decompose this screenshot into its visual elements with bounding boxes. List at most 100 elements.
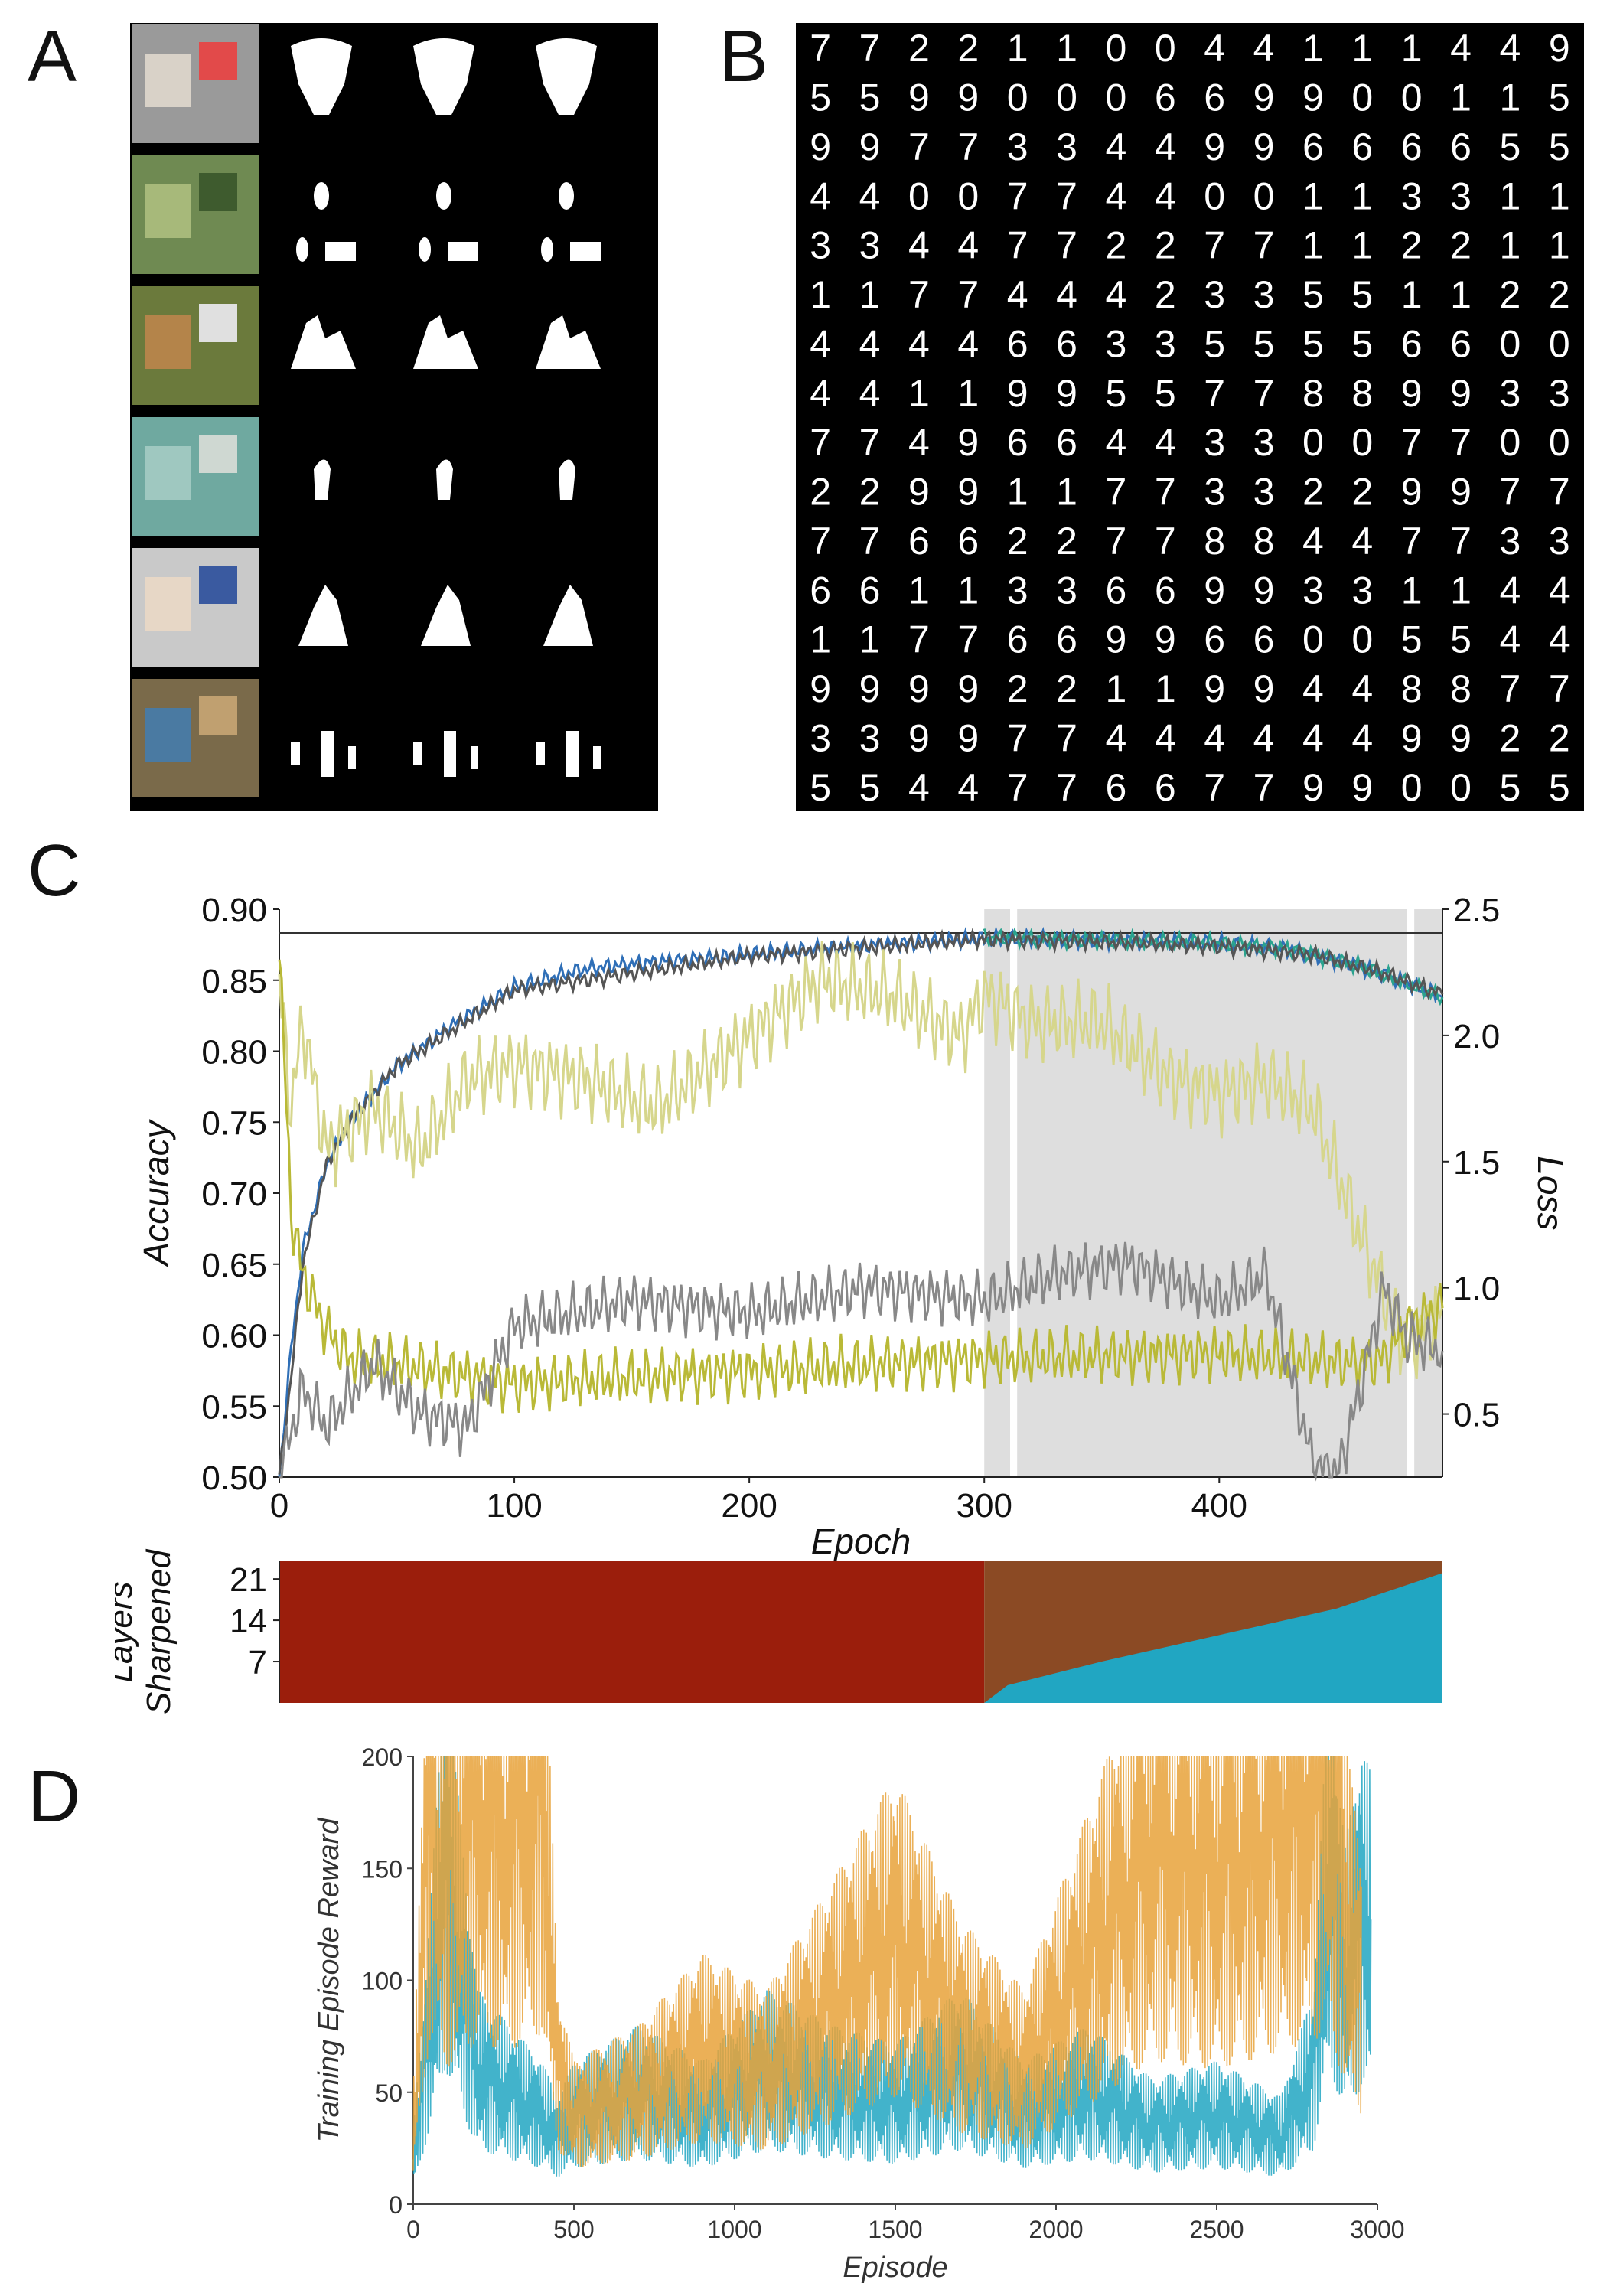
series-line bbox=[279, 1241, 1444, 1482]
silhouette bbox=[413, 38, 474, 115]
digit-glyph: 7 bbox=[1500, 667, 1521, 710]
digit-glyph: 3 bbox=[1253, 421, 1275, 464]
silhouette bbox=[448, 242, 478, 261]
digit-glyph: 1 bbox=[1500, 224, 1521, 267]
silhouette bbox=[413, 742, 422, 765]
digit-glyph: 9 bbox=[1450, 716, 1472, 759]
digit-glyph: 6 bbox=[1007, 322, 1028, 365]
digit-glyph: 6 bbox=[908, 520, 930, 563]
y-tick-label: 0 bbox=[389, 2191, 403, 2219]
digit-glyph: 3 bbox=[1351, 569, 1373, 612]
silhouette bbox=[314, 182, 329, 210]
digit-glyph: 5 bbox=[810, 766, 831, 809]
digit-glyph: 9 bbox=[810, 667, 831, 710]
digit-glyph: 4 bbox=[1007, 273, 1028, 316]
reward-series bbox=[412, 1756, 1362, 2171]
x-tick-label: 3000 bbox=[1350, 2216, 1404, 2243]
silhouette bbox=[413, 315, 478, 369]
silhouette bbox=[291, 742, 300, 765]
digit-glyph: 7 bbox=[1253, 372, 1275, 415]
x-axis-label: Epoch bbox=[811, 1521, 911, 1561]
panel-letter-d: D bbox=[28, 1756, 81, 1838]
digit-glyph: 3 bbox=[810, 716, 831, 759]
digit-glyph: 0 bbox=[1549, 322, 1570, 365]
digit-glyph: 0 bbox=[1302, 421, 1324, 464]
digit-glyph: 9 bbox=[1351, 766, 1373, 809]
silhouette bbox=[444, 731, 456, 777]
digit-glyph: 4 bbox=[1155, 126, 1176, 168]
digit-glyph: 1 bbox=[1106, 667, 1127, 710]
digit-glyph: 7 bbox=[810, 27, 831, 70]
digit-glyph: 5 bbox=[1450, 618, 1472, 661]
digit-glyph: 7 bbox=[1500, 471, 1521, 514]
digit-glyph: 1 bbox=[1302, 224, 1324, 267]
digit-glyph: 8 bbox=[1253, 520, 1275, 563]
shaded-region bbox=[1414, 909, 1442, 1477]
digit-glyph: 4 bbox=[1500, 27, 1521, 70]
digit-glyph: 4 bbox=[1302, 520, 1324, 563]
silhouette bbox=[436, 182, 451, 210]
y-tick-label: 0.85 bbox=[201, 963, 267, 1000]
panel-letter-b: B bbox=[719, 15, 769, 97]
digit-glyph: 1 bbox=[908, 569, 930, 612]
panel-a-row bbox=[132, 417, 575, 536]
y-tick-label: 0.50 bbox=[201, 1459, 267, 1497]
digit-glyph: 5 bbox=[1549, 126, 1570, 168]
digit-glyph: 1 bbox=[1450, 77, 1472, 119]
digit-glyph: 4 bbox=[1155, 421, 1176, 464]
digit-glyph: 3 bbox=[1500, 372, 1521, 415]
digit-glyph: 5 bbox=[1500, 126, 1521, 168]
digit-glyph: 6 bbox=[1155, 77, 1176, 119]
x-tick-label: 1000 bbox=[707, 2216, 761, 2243]
digit-glyph: 3 bbox=[859, 716, 881, 759]
x-tick-label: 0 bbox=[406, 2216, 420, 2243]
digit-glyph: 0 bbox=[1351, 421, 1373, 464]
photo-detail bbox=[199, 435, 237, 473]
digit-glyph: 7 bbox=[1056, 766, 1077, 809]
digit-glyph: 0 bbox=[1500, 421, 1521, 464]
digit-glyph: 3 bbox=[1007, 126, 1028, 168]
digit-glyph: 3 bbox=[1500, 520, 1521, 563]
digit-glyph: 4 bbox=[859, 174, 881, 217]
digit-glyph: 3 bbox=[1204, 471, 1225, 514]
digit-glyph: 4 bbox=[957, 322, 979, 365]
digit-glyph: 1 bbox=[1302, 174, 1324, 217]
digit-glyph: 5 bbox=[1253, 322, 1275, 365]
digit-glyph: 5 bbox=[1549, 766, 1570, 809]
digit-glyph: 5 bbox=[1302, 322, 1324, 365]
digit-glyph: 4 bbox=[908, 421, 930, 464]
silhouette bbox=[559, 459, 575, 500]
digit-glyph: 4 bbox=[957, 766, 979, 809]
photo-detail bbox=[145, 315, 191, 369]
digit-glyph: 2 bbox=[810, 471, 831, 514]
digit-glyph: 7 bbox=[810, 421, 831, 464]
digit-glyph: 4 bbox=[1253, 716, 1275, 759]
digit-glyph: 1 bbox=[1056, 471, 1077, 514]
digit-glyph: 9 bbox=[957, 77, 979, 119]
silhouette bbox=[296, 237, 308, 262]
digit-glyph: 6 bbox=[1253, 618, 1275, 661]
digit-glyph: 9 bbox=[1401, 716, 1423, 759]
digit-glyph: 1 bbox=[810, 273, 831, 316]
digit-glyph: 4 bbox=[1253, 27, 1275, 70]
digit-glyph: 2 bbox=[1155, 224, 1176, 267]
silhouette bbox=[291, 38, 352, 115]
x-tick-label: 1500 bbox=[868, 2216, 922, 2243]
digit-glyph: 6 bbox=[1155, 569, 1176, 612]
digit-glyph: 7 bbox=[908, 126, 930, 168]
digit-glyph: 5 bbox=[1155, 372, 1176, 415]
digit-glyph: 6 bbox=[1155, 766, 1176, 809]
digit-glyph: 1 bbox=[1401, 273, 1423, 316]
digit-glyph: 7 bbox=[908, 618, 930, 661]
silhouette bbox=[298, 585, 348, 646]
silhouette bbox=[325, 242, 356, 261]
digit-glyph: 6 bbox=[1106, 766, 1127, 809]
digit-glyph: 7 bbox=[1253, 766, 1275, 809]
digit-glyph: 2 bbox=[908, 27, 930, 70]
digit-glyph: 6 bbox=[1056, 618, 1077, 661]
digit-glyph: 3 bbox=[1056, 126, 1077, 168]
digit-glyph: 0 bbox=[1401, 766, 1423, 809]
x-tick-label: 200 bbox=[721, 1487, 777, 1525]
x-tick-label: 2000 bbox=[1028, 2216, 1083, 2243]
